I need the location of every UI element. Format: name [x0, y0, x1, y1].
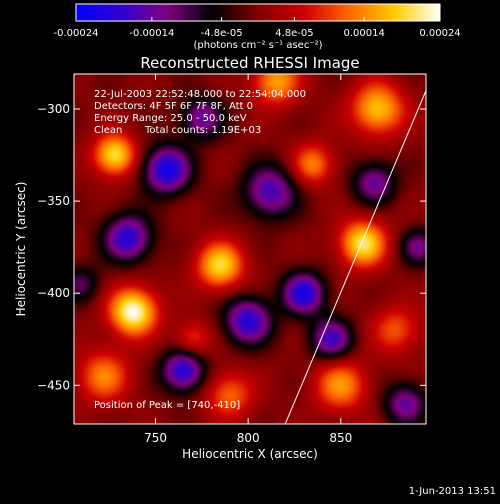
info-time-range: 22-Jul-2003 22:52:48.000 to 22:54:04.000 [94, 89, 306, 100]
colorbar-tick-label: -4.8e-05 [201, 28, 243, 39]
colorbar-tick-label: -0.00014 [129, 28, 174, 39]
colorbar-tick-label: 0.00024 [419, 28, 460, 39]
y-tick-label: −450 [37, 378, 70, 392]
y-tick-label: −350 [37, 194, 70, 208]
colorbar-tick-label: -0.00024 [54, 28, 99, 39]
x-tick-label: 800 [237, 431, 260, 445]
footer-date: 1-Jun-2013 13:51 [409, 486, 496, 497]
plot-frame [73, 73, 427, 425]
info-total-counts: Total counts: 1.19E+03 [144, 125, 261, 136]
y-tick-label: −300 [37, 102, 70, 116]
colorbar-tick-label: 4.8e-05 [275, 28, 313, 39]
info-clean: Clean [94, 125, 122, 136]
y-axis-label: Heliocentric Y (arcsec) [14, 182, 28, 317]
info-peak-position: Position of Peak = [740,-410] [94, 400, 240, 411]
x-tick-label: 750 [144, 431, 167, 445]
solar-limb-line [284, 90, 426, 424]
colorbar-tick-label: 0.00014 [343, 28, 384, 39]
colorbar-gradient [75, 3, 441, 22]
heatmap-image [74, 74, 426, 424]
info-energy-range: Energy Range: 25.0 - 50.0 keV [94, 113, 247, 124]
chart-title: Reconstructed RHESSI Image [140, 54, 359, 72]
colorbar-ticks [75, 17, 441, 21]
colorbar-tick-labels: -0.00024 -0.00014 -4.8e-05 4.8e-05 0.00014 0.… [54, 28, 461, 39]
x-tick-label: 850 [329, 431, 352, 445]
colorbar-unit-label: (photons cm⁻² s⁻¹ asec⁻²) [193, 40, 322, 51]
info-overlay: 22-Jul-2003 22:52:48.000 to 22:54:04.000… [94, 89, 306, 411]
info-detectors: Detectors: 4F 5F 6F 7F 8F, Att 0 [94, 101, 253, 112]
plot-area: 750 800 850 −300 −350 −400 −450 [37, 73, 427, 445]
x-axis-ticks: 750 800 850 [144, 74, 352, 445]
colorbar: -0.00024 -0.00014 -4.8e-05 4.8e-05 0.00014 0.… [54, 3, 461, 51]
y-axis-ticks: −300 −350 −400 −450 [37, 102, 426, 392]
y-tick-label: −400 [37, 286, 70, 300]
x-axis-label: Heliocentric X (arcsec) [182, 447, 318, 461]
